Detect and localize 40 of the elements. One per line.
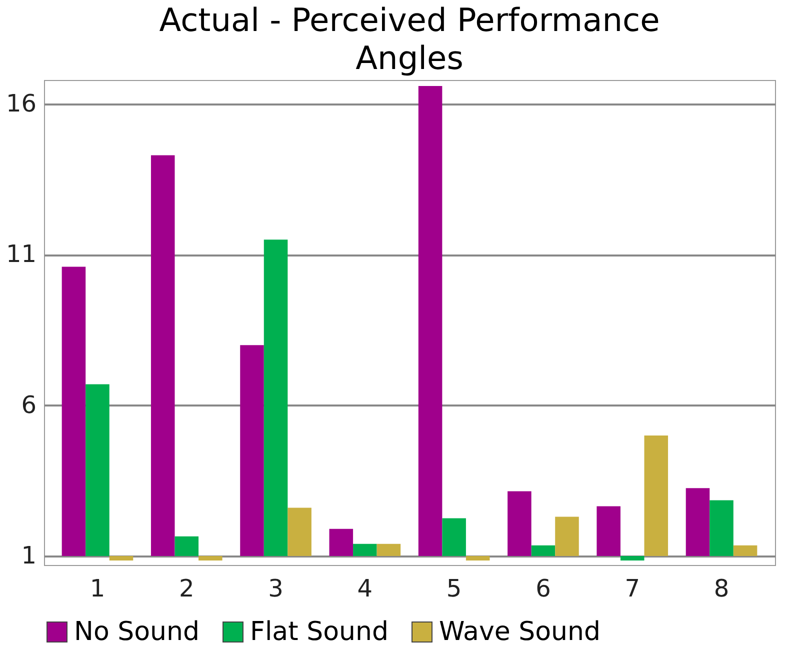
x-tick-label: 3 bbox=[268, 574, 284, 602]
bar bbox=[288, 508, 312, 556]
bar bbox=[174, 536, 199, 556]
bar bbox=[240, 345, 264, 556]
bar bbox=[555, 516, 579, 556]
x-tick-label: 4 bbox=[357, 574, 373, 602]
bar bbox=[198, 556, 222, 560]
bar bbox=[644, 435, 668, 556]
bar bbox=[531, 545, 556, 556]
bar bbox=[329, 528, 354, 556]
y-tick-label: 16 bbox=[6, 90, 36, 118]
chart-title: Actual - Perceived Performance Angles bbox=[159, 1, 660, 77]
bar bbox=[710, 500, 734, 556]
bar bbox=[620, 556, 644, 560]
y-tick-label: 6 bbox=[21, 390, 36, 419]
x-tick-label: 6 bbox=[536, 574, 551, 602]
bar bbox=[353, 544, 377, 556]
bar bbox=[86, 384, 110, 556]
bar bbox=[418, 86, 442, 556]
x-tick-label: 2 bbox=[178, 574, 194, 602]
bar bbox=[442, 518, 466, 556]
y-tick-label: 11 bbox=[6, 240, 36, 268]
bar bbox=[150, 155, 175, 556]
legend-label: Flat Sound bbox=[250, 617, 388, 647]
bar bbox=[733, 545, 758, 556]
legend-label: Wave Sound bbox=[439, 617, 600, 647]
bar bbox=[264, 240, 288, 556]
bar bbox=[62, 266, 86, 556]
legend-label: No Sound bbox=[74, 617, 200, 647]
x-tick-label: 7 bbox=[624, 574, 640, 602]
x-tick-label: 8 bbox=[714, 574, 730, 602]
bar bbox=[376, 544, 401, 556]
bar bbox=[686, 488, 710, 556]
x-tick-label: 5 bbox=[446, 574, 462, 602]
bar bbox=[508, 491, 532, 556]
y-tick-label: 1 bbox=[21, 541, 36, 570]
bar bbox=[109, 556, 134, 560]
bar bbox=[596, 506, 620, 556]
x-tick-label: 1 bbox=[90, 574, 106, 602]
bar bbox=[466, 556, 490, 560]
